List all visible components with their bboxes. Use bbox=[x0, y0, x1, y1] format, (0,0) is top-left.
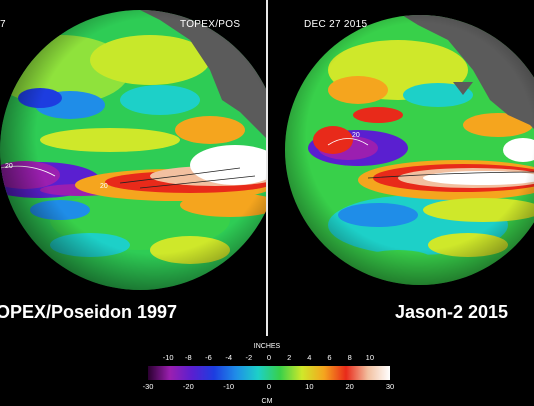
inch-tick-label: 0 bbox=[266, 353, 272, 362]
contour-label: 20 bbox=[5, 163, 13, 170]
topex-1997-panel: 20 20 7 TOPEX/POS OPEX/Poseidon 1997 bbox=[0, 0, 266, 336]
jason2-2015-panel: 20 20 DEC 27 2015 Jason-2 2015 bbox=[268, 0, 534, 336]
ocean-anomaly-globe-1997: 20 20 bbox=[0, 10, 266, 290]
panel-caption: Jason-2 2015 bbox=[395, 302, 509, 322]
colorbar-title: INCHES bbox=[253, 343, 281, 350]
cm-tick-label: -10 bbox=[223, 382, 235, 391]
color-scale-legend: INCHES -10 -8 -6 -4 -2 0 2 4 6 8 10 -30 -20 -10 0 10 20… bbox=[0, 336, 534, 406]
cm-tick-label: 0 bbox=[266, 382, 272, 391]
cm-tick-label: 20 bbox=[345, 382, 354, 391]
cm-tick-label: -30 bbox=[142, 382, 154, 391]
inch-tick-label: -4 bbox=[225, 353, 232, 362]
cm-tick-label: 10 bbox=[305, 382, 314, 391]
inch-tick-label: -6 bbox=[205, 353, 212, 362]
top-left-label-fragment: 7 bbox=[0, 19, 6, 30]
date-label: DEC 27 2015 bbox=[304, 19, 368, 30]
inch-tick-label: 8 bbox=[347, 353, 352, 362]
contour-label: 20 bbox=[352, 132, 360, 139]
contour-label: 20 bbox=[512, 147, 520, 154]
ocean-anomaly-globe-2015: 20 20 bbox=[285, 15, 534, 285]
colorbar-gradient bbox=[148, 366, 390, 380]
panel-divider bbox=[266, 0, 268, 336]
cm-tick-label: 30 bbox=[385, 382, 395, 391]
inch-tick-label: 2 bbox=[287, 353, 292, 362]
satellite-label: TOPEX/POS bbox=[180, 19, 241, 30]
contour-label: 20 bbox=[100, 183, 108, 190]
cm-tick-label: -20 bbox=[182, 382, 194, 391]
colorbar-unit: CM bbox=[261, 398, 273, 405]
inch-tick-label: 4 bbox=[307, 353, 312, 362]
inch-tick-label: -2 bbox=[245, 353, 253, 362]
inch-tick-label: -8 bbox=[184, 353, 192, 362]
inch-tick-label: 6 bbox=[327, 353, 332, 362]
inch-tick-label: -10 bbox=[162, 353, 174, 362]
inch-tick-label: 10 bbox=[365, 353, 374, 362]
panel-caption: OPEX/Poseidon 1997 bbox=[0, 302, 178, 322]
